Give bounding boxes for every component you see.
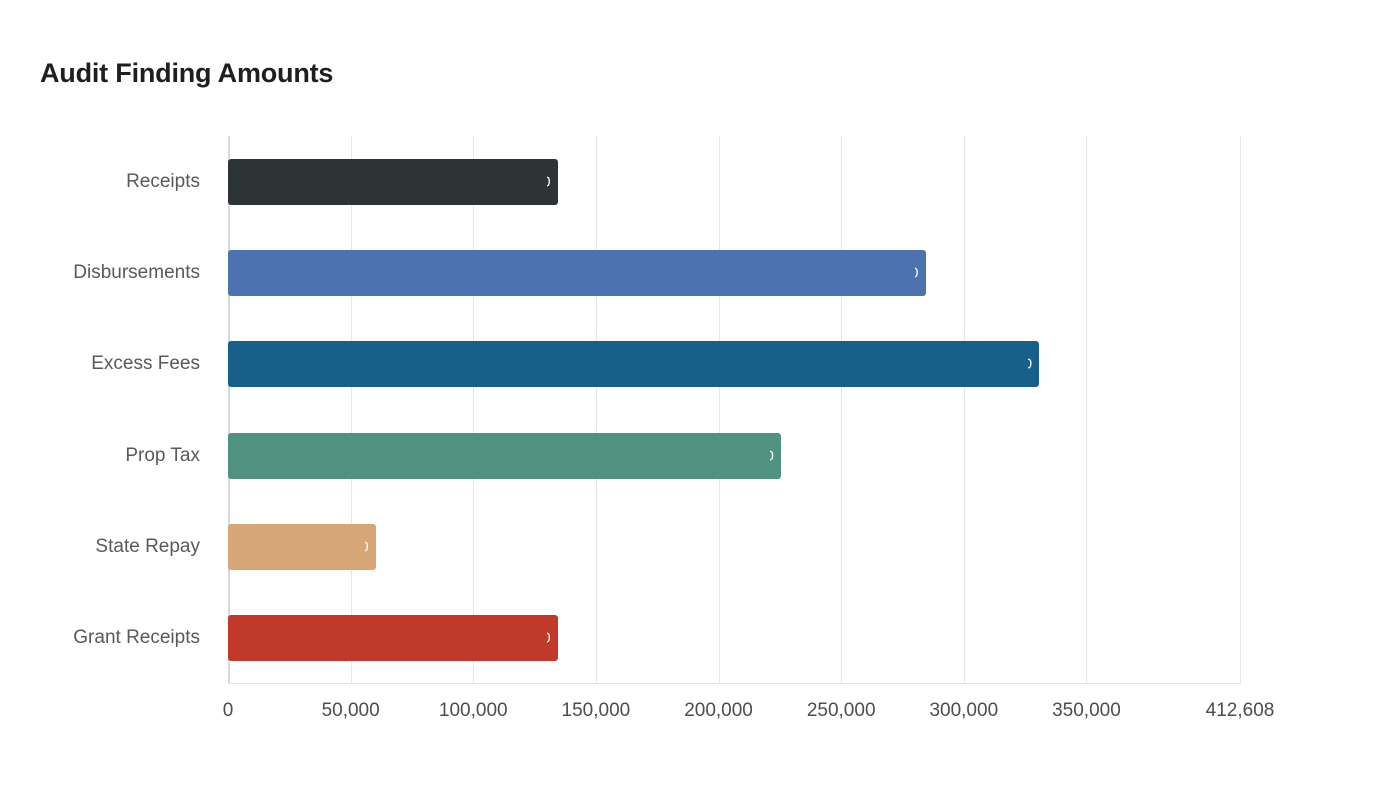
bar-value-label: 330,700: [1028, 356, 1032, 373]
bar-row: 134,400: [228, 158, 1240, 205]
chart-title: Audit Finding Amounts: [40, 58, 334, 88]
y-axis-label: Receipts: [126, 170, 200, 192]
x-axis-tick-label: 150,000: [561, 700, 631, 721]
y-axis-line: [228, 136, 230, 684]
bar[interactable]: 330,700: [228, 341, 1040, 388]
bar-row: 284,400: [228, 250, 1240, 296]
y-axis-label: State Repay: [95, 536, 200, 557]
bar[interactable]: 134,400: [228, 615, 558, 662]
y-axis-label: Grant Receipts: [73, 627, 200, 649]
bar[interactable]: 284,400: [228, 250, 926, 296]
x-axis-tick-label: 350,000: [1052, 700, 1121, 721]
gridline: [473, 136, 475, 684]
bar[interactable]: 134,400: [228, 158, 558, 205]
y-axis-label: Excess Fees: [91, 353, 200, 375]
bar-value-label: 284,400: [915, 265, 919, 282]
gridline: [1086, 136, 1088, 684]
x-axis-tick-label: 50,000: [321, 700, 380, 721]
x-axis-tick-label: 0: [222, 700, 234, 721]
gridline: [1240, 136, 1241, 684]
gridline: [718, 136, 720, 684]
gridline: [963, 136, 965, 684]
x-axis-line: [228, 683, 1240, 684]
gridline: [595, 136, 597, 684]
bar[interactable]: 225,400: [228, 432, 781, 479]
bars-layer: 134,400 284,400 330,700 225,400 60,200 134,40…: [228, 136, 1240, 684]
y-axis-label: Disbursements: [73, 262, 200, 283]
plot-area: 134,400 284,400 330,700 225,400 60,200 134,40…: [228, 136, 1241, 684]
bar-row: 134,400: [228, 615, 1240, 662]
gridline: [841, 136, 843, 684]
bar-row: 330,700: [228, 341, 1240, 388]
x-axis-tick-label: 412,608: [1205, 700, 1275, 721]
bar-value-label: 225,400: [770, 447, 774, 464]
x-axis-tick-label: 300,000: [929, 700, 999, 721]
bar[interactable]: 60,200: [228, 524, 376, 570]
bar-row: 225,400: [228, 432, 1240, 479]
bar-value-label: 60,200: [365, 539, 369, 556]
y-axis-label: Prop Tax: [125, 444, 200, 466]
y-axis-category-labels: Receipts Disbursements Excess Fees Prop Tax…: [0, 136, 212, 684]
x-axis-tick-label: 200,000: [684, 700, 753, 721]
x-axis-tick-label: 250,000: [806, 700, 876, 721]
bar-value-label: 134,400: [547, 630, 551, 647]
gridline: [350, 136, 352, 684]
x-axis-tick-labels: 0 50,000 100,000 150,000 200,000 250,000 300,0…: [223, 700, 1275, 730]
bar-row: 60,200: [228, 524, 1240, 570]
x-axis-tick-label: 100,000: [438, 700, 508, 721]
bar-value-label: 134,400: [547, 173, 551, 190]
